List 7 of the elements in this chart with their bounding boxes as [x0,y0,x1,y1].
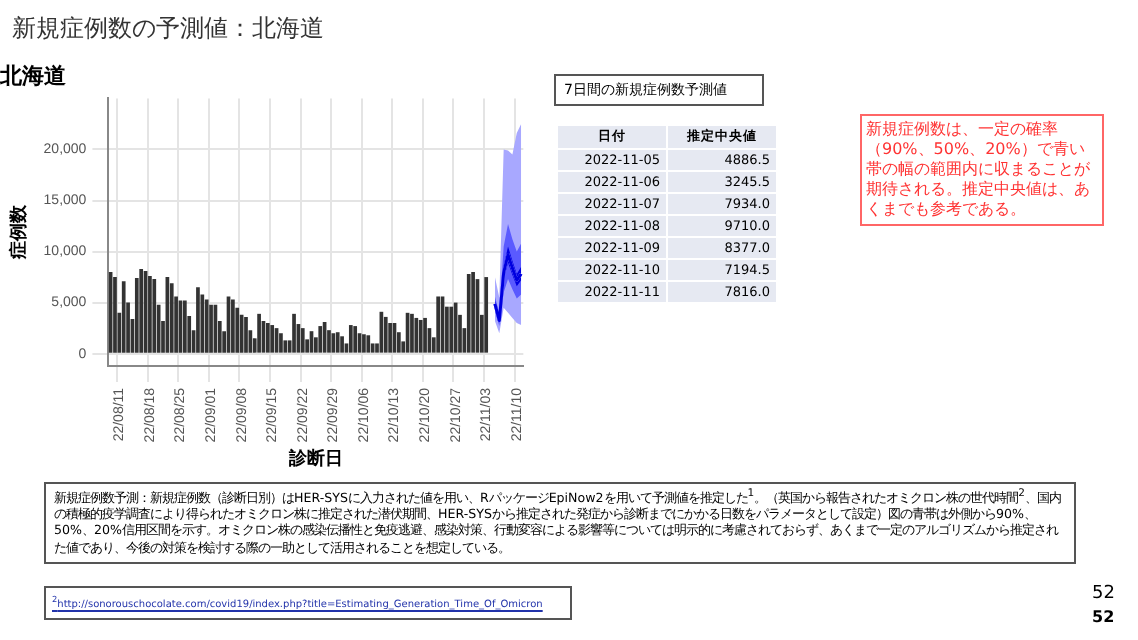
x-axis-title: 診断日 [286,448,343,469]
chart-subtitle: 北海道 [0,62,68,89]
chart-title: 新規症例数の予測値：北海道 [12,12,324,46]
y-axis-title: 症例数 [7,203,28,262]
text: 52 [1092,584,1115,604]
text: 新規症例数は、一定の確率（90%、50%、20%）で青い帯の幅の範囲内に収まることが期待される。推定中央値は、あくまでも参考である。 [860,114,1104,226]
text: 52 [1092,608,1115,626]
